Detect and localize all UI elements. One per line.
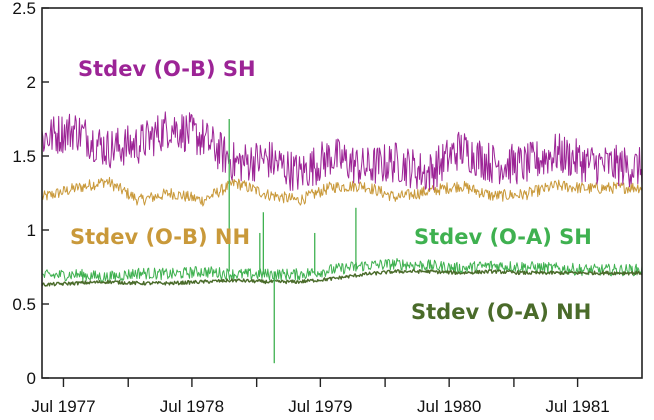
plot-layer (41, 111, 643, 364)
series-line-0 (41, 111, 643, 191)
plot-frame (41, 7, 643, 379)
label-layer: Stdev (O-B) SH Stdev (O-B) NH Stdev (O-A… (70, 57, 592, 324)
y-tick-label-0: 0 (27, 369, 36, 388)
x-tick-label-3: Jul 1980 (417, 397, 481, 416)
series-label-ob-sh: Stdev (O-B) SH (78, 57, 256, 81)
x-tick-label-2: Jul 1979 (288, 397, 352, 416)
x-tick-label-1: Jul 1978 (160, 397, 224, 416)
series-line-2 (41, 258, 643, 284)
series-label-ob-nh: Stdev (O-B) NH (70, 225, 250, 249)
series-line-3 (41, 269, 643, 287)
y-tick-label-3: 1.5 (12, 147, 36, 166)
series-label-oa-sh: Stdev (O-A) SH (414, 225, 592, 249)
axis-layer: 0 0.5 1 1.5 2 2.5 Jul 1977 Jul 1978 Jul 1979 Jul … (12, 0, 643, 416)
y-tick-label-1: 0.5 (12, 295, 36, 314)
x-tick-label-4: Jul 1981 (545, 397, 609, 416)
series-label-oa-nh: Stdev (O-A) NH (411, 300, 591, 324)
y-tick-label-2: 1 (27, 221, 36, 240)
y-tick-label-5: 2.5 (12, 0, 36, 18)
x-tick-label-0: Jul 1977 (31, 397, 95, 416)
y-tick-label-4: 2 (27, 73, 36, 92)
series-line-1 (41, 176, 643, 207)
